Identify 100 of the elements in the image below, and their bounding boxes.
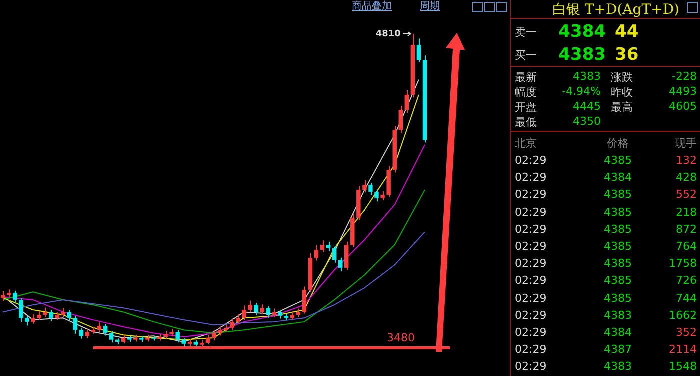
text: 4384 — [558, 22, 606, 42]
data-label: 1548 — [668, 360, 697, 374]
text: 44 — [615, 22, 639, 42]
data-label: 744 — [675, 292, 697, 305]
text: -228 — [671, 70, 697, 83]
category-label: 02:29 — [515, 154, 547, 167]
candlestick — [73, 315, 78, 334]
candlestick — [79, 327, 84, 340]
data-label: 4385 — [603, 292, 633, 305]
candlestick — [0, 290, 6, 302]
annotation: 4810 — [376, 29, 401, 40]
candlestick — [362, 180, 367, 194]
category-label: 02:29 — [515, 274, 547, 288]
candlestick — [67, 310, 72, 322]
text: 最新 — [515, 70, 537, 85]
data-label: 1758 — [668, 257, 697, 270]
category-label: 02:29 — [515, 292, 547, 305]
data-label: 4385 — [603, 188, 633, 202]
data-label: 872 — [675, 222, 697, 236]
data-label: 2114 — [668, 343, 697, 356]
text: 昨收 — [611, 85, 633, 100]
text: -4.94% — [561, 85, 601, 98]
candlestick — [332, 245, 337, 264]
data-label: 428 — [675, 171, 697, 184]
candlestick — [314, 244, 319, 262]
candlestick — [404, 90, 410, 114]
candlestick — [416, 38, 422, 63]
candlestick — [31, 314, 36, 324]
data-label: 1662 — [668, 308, 697, 322]
text: 4605 — [668, 100, 697, 113]
candlestick — [326, 242, 331, 252]
text: 4383 — [572, 70, 601, 83]
candlestick — [12, 290, 18, 304]
candlestick — [254, 302, 258, 316]
data-label: 218 — [675, 206, 697, 219]
data-label: 4385 — [603, 206, 633, 219]
category-label: 02:29 — [515, 343, 547, 356]
candlestick — [260, 304, 264, 315]
category-label: 02:29 — [515, 222, 547, 236]
candlestick — [25, 315, 30, 326]
data-label: 352 — [675, 326, 697, 339]
data-label: 132 — [675, 154, 697, 167]
candlestick — [218, 326, 222, 336]
candlestick — [43, 307, 48, 318]
candlestick — [206, 334, 210, 346]
candlestick — [230, 318, 234, 331]
candlestick — [176, 330, 180, 344]
candlestick — [103, 324, 108, 336]
category-label: 02:29 — [515, 206, 547, 219]
candlestick — [320, 240, 325, 254]
data-label: 552 — [675, 188, 697, 202]
text: 4493 — [668, 85, 697, 98]
candlestick — [49, 310, 54, 322]
candlestick — [398, 105, 403, 134]
data-label: 4384 — [603, 171, 633, 184]
candlestick — [18, 298, 24, 322]
data-label: 764 — [675, 240, 697, 253]
category-label: 02:29 — [515, 326, 547, 339]
text: 卖一 — [515, 25, 537, 40]
candlestick — [368, 182, 373, 196]
text: 周期 — [420, 0, 440, 13]
data-label: 4385 — [603, 154, 633, 167]
text: 买一 — [515, 48, 537, 63]
candlestick — [338, 257, 343, 272]
text: 幅度 — [515, 85, 537, 100]
candlestick — [374, 189, 379, 202]
category-label: 02:29 — [515, 171, 547, 184]
text: 现手 — [674, 136, 697, 151]
text: 36 — [615, 45, 639, 65]
text: 北京 — [515, 136, 537, 151]
data-label: 4385 — [603, 274, 633, 288]
candlestick — [266, 306, 270, 318]
candlestick — [97, 322, 102, 332]
text: 价格 — [606, 136, 630, 151]
category-label: 02:29 — [515, 240, 547, 253]
data-label: 4385 — [603, 222, 633, 236]
candlestick — [242, 305, 246, 321]
candlestick — [109, 330, 114, 344]
data-label: 4383 — [603, 308, 633, 322]
text: 商品叠加 — [352, 0, 392, 13]
category-label: 02:29 — [515, 257, 547, 270]
text: 4383 — [558, 45, 606, 65]
candlestick — [212, 330, 216, 341]
text: 涨跌 — [611, 70, 633, 85]
data-label: 4387 — [603, 343, 633, 356]
candlestick — [236, 314, 240, 325]
data-label: 4385 — [603, 257, 633, 270]
text: 最低 — [515, 115, 537, 130]
data-label: 726 — [675, 274, 697, 288]
text: 最高 — [611, 100, 633, 115]
text: 4350 — [572, 115, 601, 128]
category-label: 02:29 — [515, 188, 547, 202]
text: 开盘 — [515, 100, 537, 115]
candlestick — [248, 300, 252, 314]
data-label: 4384 — [603, 326, 633, 339]
candlestick — [302, 286, 307, 314]
data-label: 4383 — [603, 360, 633, 374]
text: 白银 T+D(AgT+D) — [551, 1, 681, 19]
annotation: 3480 — [387, 331, 415, 344]
category-label: 02:29 — [515, 360, 547, 374]
